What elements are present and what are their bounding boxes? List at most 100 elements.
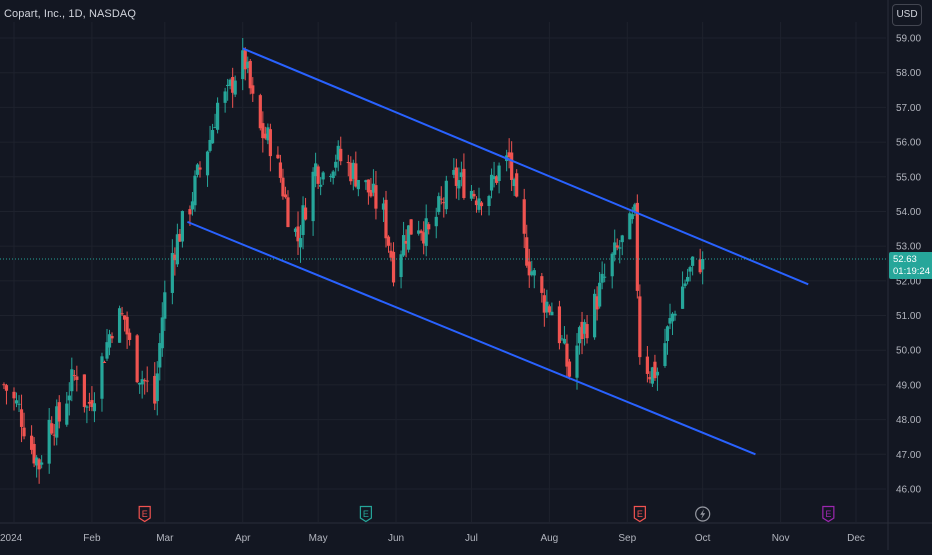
candle-body <box>35 457 39 466</box>
candle <box>155 361 159 416</box>
candle <box>560 334 564 341</box>
y-tick-label: 59.00 <box>896 34 921 45</box>
candle-body <box>381 203 386 210</box>
split-marker[interactable] <box>695 506 711 522</box>
candle <box>610 252 614 289</box>
candle-body <box>472 193 476 197</box>
candle <box>512 177 516 196</box>
candle <box>331 169 335 185</box>
candle-body <box>55 406 59 438</box>
candle <box>314 152 318 188</box>
candle-body <box>276 154 280 159</box>
candle-body <box>210 130 215 144</box>
candle <box>107 329 112 356</box>
candle-body <box>298 238 303 248</box>
candle-body <box>512 179 516 187</box>
candle-body <box>477 198 481 210</box>
event-marker-label: E <box>363 509 369 519</box>
future-earnings-marker[interactable]: E <box>822 505 835 523</box>
candle-body <box>155 373 159 402</box>
candles <box>2 37 705 484</box>
trendline-channel-upper[interactable] <box>242 47 809 286</box>
candle <box>70 357 74 402</box>
candle <box>158 333 162 381</box>
candle-body <box>173 254 177 261</box>
candle-body <box>457 180 461 189</box>
candle-body <box>4 385 9 391</box>
candle-body <box>650 367 655 384</box>
candle-body <box>135 335 139 383</box>
trendline-channel-lower[interactable] <box>187 220 756 456</box>
candle <box>356 179 360 197</box>
candle <box>160 302 164 357</box>
candle-body <box>510 152 514 180</box>
candle <box>135 334 139 384</box>
candle <box>223 87 227 113</box>
trendlines[interactable] <box>187 47 809 456</box>
candle-body <box>459 172 463 178</box>
candle-body <box>628 213 632 240</box>
candle <box>507 138 511 169</box>
candle-body <box>138 382 142 385</box>
candle-body <box>600 273 604 283</box>
candle-body <box>585 324 589 339</box>
candle <box>32 437 36 468</box>
candle-body <box>399 254 403 278</box>
y-tick-label: 58.00 <box>896 68 921 79</box>
candle <box>603 263 607 283</box>
x-tick-label: Aug <box>540 533 558 544</box>
candle <box>319 177 323 196</box>
candle-body <box>530 271 534 275</box>
candle-body <box>427 224 431 230</box>
candle-body <box>40 462 44 465</box>
candle <box>334 154 338 176</box>
x-axis[interactable]: 2024 Feb Mar Apr May Jun Jul Aug Sep Oct Nov Dec <box>0 533 865 544</box>
candle-body <box>462 168 466 198</box>
candle <box>620 234 624 256</box>
candle-body <box>580 321 584 340</box>
candle-body <box>163 292 167 319</box>
candle-body <box>384 199 388 239</box>
candle <box>477 187 481 213</box>
candle-body <box>434 216 438 227</box>
earnings-marker[interactable]: E <box>633 505 646 523</box>
y-tick-label: 54.00 <box>896 207 921 218</box>
candle <box>276 146 280 160</box>
candle-body <box>246 61 250 68</box>
dividend-marker[interactable]: E <box>359 505 372 523</box>
candle <box>233 75 237 98</box>
candle-body <box>620 235 624 243</box>
candle-body <box>442 202 446 204</box>
candle-body <box>417 230 421 234</box>
candle <box>598 271 602 309</box>
candle-body <box>261 123 265 139</box>
candle-body <box>670 313 675 322</box>
y-tick-label: 56.00 <box>896 138 921 149</box>
candle-body <box>52 434 56 436</box>
candle <box>532 268 536 289</box>
candle <box>487 194 491 216</box>
candle <box>170 239 174 305</box>
candle <box>65 391 69 427</box>
y-axis[interactable]: 46.00 47.00 48.00 49.00 50.00 51.00 52.00 53.00… <box>896 34 921 496</box>
candle-body <box>532 270 536 276</box>
candle <box>615 238 619 251</box>
candle-body <box>613 242 617 255</box>
candle-body <box>635 202 639 291</box>
candle-body <box>404 240 408 244</box>
candle <box>208 125 212 153</box>
candle <box>522 188 526 249</box>
candle <box>633 202 637 217</box>
candle <box>648 371 652 384</box>
candle-body <box>527 261 531 276</box>
candle <box>384 190 388 248</box>
candle <box>683 279 687 289</box>
y-tick-label: 47.00 <box>896 450 921 461</box>
currency-button[interactable]: USD <box>892 4 922 26</box>
event-marker-outline <box>138 505 151 523</box>
candle-body <box>268 129 272 157</box>
earnings-marker[interactable]: E <box>138 505 151 523</box>
